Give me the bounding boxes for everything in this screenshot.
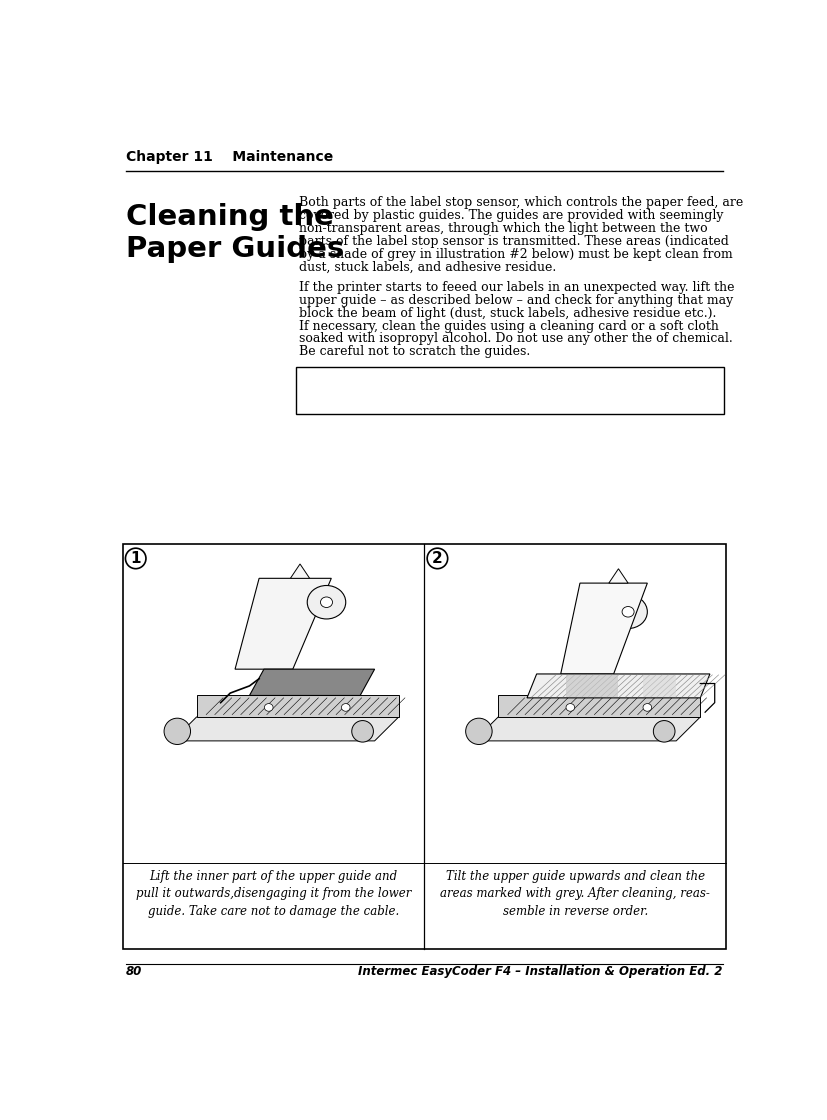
Text: Cleaning the
Paper Guides: Cleaning the Paper Guides [126,204,344,263]
Polygon shape [249,669,374,696]
Ellipse shape [264,703,273,711]
Ellipse shape [566,703,574,711]
Text: soaked with isopropyl alcohol. Do not use any other the of chemical.: soaked with isopropyl alcohol. Do not us… [299,333,732,345]
Text: 1: 1 [131,551,141,566]
Text: areas marked with grey. After cleaning, reas-: areas marked with grey. After cleaning, … [440,887,710,900]
Text: guide. Take care not to damage the cable.: guide. Take care not to damage the cable… [148,905,399,917]
Text: Be careful not to scratch the guides.: Be careful not to scratch the guides. [299,345,530,358]
Ellipse shape [653,720,674,743]
Text: Isopropyl alcohol [(CH₃)₂CHOH; CAS 67-63-0] is a highly: Isopropyl alcohol [(CH₃)₂CHOH; CAS 67-63… [304,384,665,396]
Text: Both parts of the label stop sensor, which controls the paper feed, are: Both parts of the label stop sensor, whi… [299,196,743,209]
Text: Lift the inner part of the upper guide and: Lift the inner part of the upper guide a… [150,870,397,883]
Text: Tilt the upper guide upwards and clean the: Tilt the upper guide upwards and clean t… [445,870,704,883]
Ellipse shape [164,718,190,745]
Text: non-transparent areas, through which the light between the two: non-transparent areas, through which the… [299,222,707,235]
Text: by a shade of grey in illustration #2 below) must be kept clean from: by a shade of grey in illustration #2 be… [299,248,732,261]
Ellipse shape [307,586,346,619]
Polygon shape [642,675,676,697]
Ellipse shape [351,720,373,743]
Bar [296,367,723,414]
Text: 80: 80 [126,964,142,978]
Text: If the printer starts to feeed our labels in an unexpected way. lift the: If the printer starts to feeed our label… [299,281,734,295]
Ellipse shape [643,703,651,711]
Polygon shape [290,564,309,578]
Polygon shape [498,696,700,717]
Text: pull it outwards,disengaging it from the lower: pull it outwards,disengaging it from the… [136,887,411,900]
Text: flammable, moderately toxic and mildly irritating substance.: flammable, moderately toxic and mildly i… [304,396,688,410]
Ellipse shape [320,597,332,607]
Ellipse shape [608,595,647,628]
Polygon shape [196,696,399,717]
Polygon shape [172,717,399,741]
Polygon shape [526,674,709,698]
Text: Chapter 11    Maintenance: Chapter 11 Maintenance [126,150,332,164]
Ellipse shape [465,718,491,745]
Text: If necessary, clean the guides using a cleaning card or a soft cloth: If necessary, clean the guides using a c… [299,319,718,333]
Polygon shape [560,584,647,674]
Text: dust, stuck labels, and adhesive residue.: dust, stuck labels, and adhesive residue… [299,260,556,273]
Bar [122,544,725,950]
Text: 2: 2 [432,551,442,566]
Ellipse shape [621,607,633,617]
Polygon shape [235,578,331,669]
Polygon shape [474,717,700,741]
Text: upper guide – as described below – and check for anything that may: upper guide – as described below – and c… [299,295,733,307]
Text: semble in reverse order.: semble in reverse order. [502,905,647,917]
Text: parts of the label stop sensor is transmitted. These areas (indicated: parts of the label stop sensor is transm… [299,235,729,248]
Text: covered by plastic guides. The guides are provided with seemingly: covered by plastic guides. The guides ar… [299,209,723,222]
Ellipse shape [341,703,350,711]
Text: Caution!: Caution! [304,371,359,384]
Text: block the beam of light (dust, stuck labels, adhesive residue etc.).: block the beam of light (dust, stuck lab… [299,307,715,320]
Polygon shape [565,675,618,697]
Polygon shape [608,569,628,584]
Text: Intermec EasyCoder F4 – Installation & Operation Ed. 2: Intermec EasyCoder F4 – Installation & O… [358,964,722,978]
